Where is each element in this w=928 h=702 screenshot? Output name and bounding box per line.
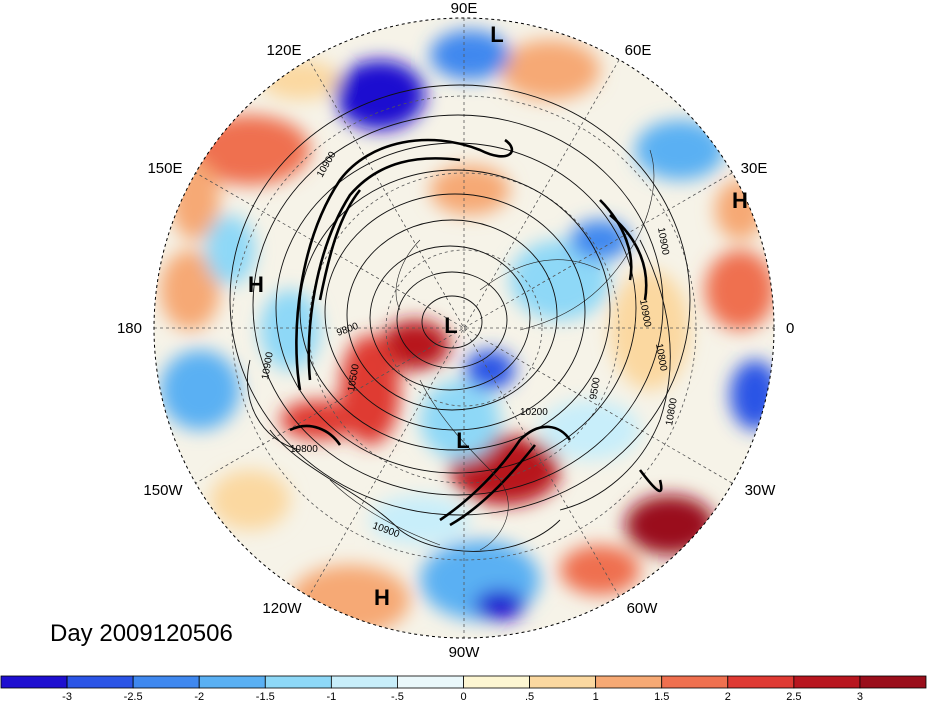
contour-label: 10500 (346, 363, 362, 393)
colorbar-tick-label: -2 (194, 691, 204, 702)
pressure-center-low: L (490, 22, 503, 47)
pressure-center-low: L (444, 313, 457, 338)
day-title: Day 2009120506 (50, 620, 233, 647)
contour-label: 10200 (520, 407, 548, 418)
colorbar-swatch (529, 675, 597, 689)
colorbar-tick-label: -1 (326, 691, 336, 702)
colorbar-tick-label: -2.5 (124, 691, 143, 702)
pressure-center-high: H (732, 188, 748, 213)
map-boundary (153, 17, 775, 639)
colorbar-swatch (132, 675, 200, 689)
jet-contours (289, 138, 663, 527)
height-contours (229, 84, 691, 552)
colorbar-tick-label: -3 (62, 691, 72, 702)
colorbar-tick-label: 1 (593, 691, 599, 702)
colorbar-swatch (793, 675, 861, 689)
colorbar-swatch (661, 675, 729, 689)
lon-label-60w: 60W (627, 600, 659, 617)
colorbar-swatch (198, 675, 266, 689)
colorbar-tick-label: 3 (857, 691, 863, 702)
pressure-center-high: H (248, 272, 264, 297)
coastlines (329, 149, 655, 551)
colorbar-tick-label: 2.5 (786, 691, 801, 702)
lon-label-90e: 90E (451, 0, 478, 17)
lon-label-60e: 60E (625, 42, 652, 59)
colorbar-tick-label: .5 (525, 691, 534, 702)
lon-label-150e: 150E (147, 160, 182, 177)
colorbar-swatch (330, 675, 398, 689)
colorbar-tick-label: 2 (725, 691, 731, 702)
contour-label: 10800 (653, 343, 669, 373)
contour-label: 9500 (588, 376, 603, 400)
colorbar-tick-label: -1.5 (256, 691, 275, 702)
pressure-center-low: L (456, 428, 469, 453)
lon-label-150w: 150W (143, 482, 183, 499)
colorbar-swatch (463, 675, 530, 689)
colorbar-tick-label: 1.5 (654, 691, 669, 702)
colorbar-swatch (859, 675, 927, 689)
lon-label-120w: 120W (262, 600, 302, 617)
lon-label-30e: 30E (741, 160, 768, 177)
contour-label: 10800 (290, 444, 318, 455)
contour-label: 10900 (655, 227, 671, 257)
colorbar-swatch (727, 675, 795, 689)
lon-label-120e: 120E (266, 42, 301, 59)
colorbar: -3 -2.5 -2 -1.5 -1 -.5 0 .5 1 1.5 2 2.5 3 (0, 675, 927, 702)
colorbar-swatch (397, 675, 464, 689)
lon-label-90w: 90W (449, 644, 481, 661)
contour-label: 10900 (260, 351, 276, 381)
lon-label-180: 180 (117, 320, 142, 337)
colorbar-swatch (66, 675, 134, 689)
colorbar-swatch (0, 675, 68, 689)
colorbar-swatch (264, 675, 332, 689)
lon-label-30w: 30W (745, 482, 777, 499)
colorbar-swatch (595, 675, 663, 689)
colorbar-tick-label: 0 (460, 691, 466, 702)
pressure-center-high: H (374, 585, 390, 610)
contour-label: 10900 (637, 299, 653, 329)
contour-label: 10800 (664, 397, 680, 427)
colorbar-tick-label: -.5 (391, 691, 404, 702)
lon-label-0: 0 (786, 320, 794, 337)
